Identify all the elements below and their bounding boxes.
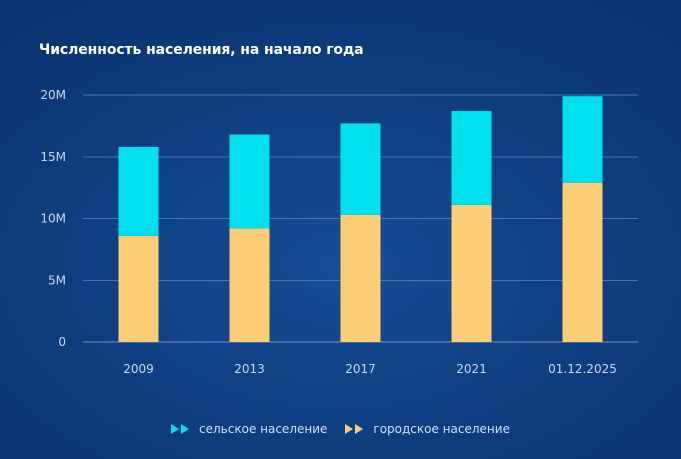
bar-rural-1[interactable] [229,134,270,229]
stacked-bar-chart: 0 5M 10M 15M 20M 2009 2013 2017 2021 01.12.2025 [40,88,638,376]
y-tick-label: 20M [40,88,66,102]
bar-urban-4[interactable] [562,182,603,342]
bar-rural-3[interactable] [451,111,492,205]
legend-rural-triangle-2 [181,424,190,434]
chart-legend: сельское население городское население [0,422,681,436]
legend-urban-label: городское население [373,422,510,436]
chart-title: Численность населения, на начало года [39,42,364,58]
bar-rural-2[interactable] [340,123,381,215]
x-tick-label: 2017 [345,362,376,376]
bar-urban-0[interactable] [118,235,159,342]
bar-urban-2[interactable] [340,214,381,342]
bar-urban-1[interactable] [229,228,270,342]
legend-urban-triangle-1 [345,424,354,434]
bar-rural-0[interactable] [118,146,159,236]
y-tick-label: 15M [40,150,66,164]
legend-item-rural[interactable]: сельское население [171,422,327,436]
legend-rural-triangle-1 [171,424,180,434]
x-tick-label: 2021 [456,362,487,376]
bar-rural-4[interactable] [562,96,603,183]
legend-item-urban[interactable]: городское население [345,422,510,436]
legend-rural-label: сельское население [199,422,328,436]
x-tick-label: 2013 [234,362,265,376]
x-tick-label: 01.12.2025 [548,362,617,376]
y-tick-label: 5M [48,273,66,287]
y-tick-label: 10M [40,212,66,226]
double-triangle-icon [171,423,191,435]
y-tick-label: 0 [58,335,66,349]
bar-urban-3[interactable] [451,204,492,342]
x-tick-label: 2009 [123,362,154,376]
legend-urban-triangle-2 [355,424,364,434]
double-triangle-icon [345,423,365,435]
